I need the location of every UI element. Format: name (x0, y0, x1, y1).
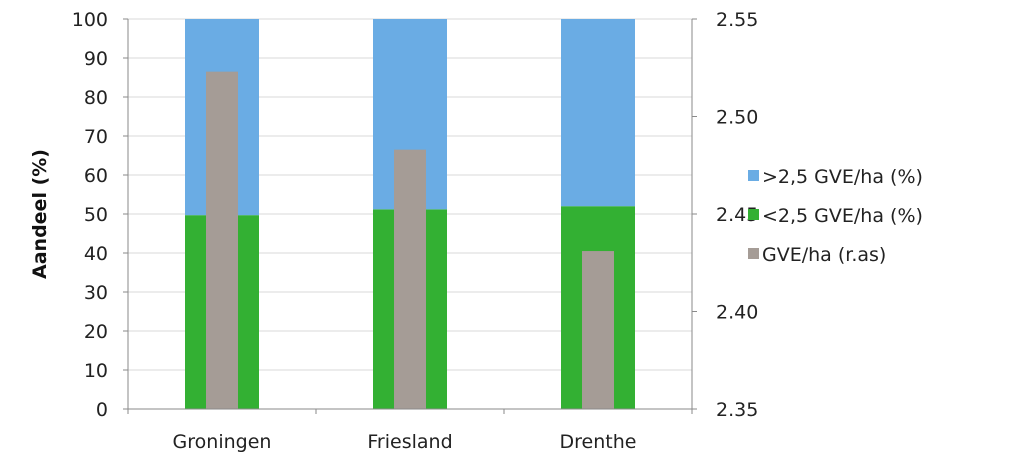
legend: >2,5 GVE/ha (%) <2,5 GVE/ha (%) GVE/ha (r.… (748, 166, 923, 266)
bar-gve-ha-groningen (206, 71, 238, 410)
x-tick-label: Groningen (173, 431, 272, 453)
legend-swatch (748, 170, 759, 181)
left-tick-label: 10 (84, 360, 108, 382)
right-tick-label: 2.55 (716, 9, 758, 31)
left-tick-label: 30 (84, 282, 108, 304)
left-tick-label: 80 (84, 87, 108, 109)
left-tick-label: 20 (84, 321, 108, 343)
legend-label: <2,5 GVE/ha (%) (762, 205, 923, 227)
left-tick-label: 60 (84, 165, 108, 187)
left-tick-label: 100 (72, 9, 108, 31)
legend-swatch (748, 248, 759, 259)
bars (185, 19, 635, 410)
left-tick-label: 90 (84, 48, 108, 70)
bar-above-2-5-drenthe (561, 19, 635, 207)
x-tick-label: Friesland (367, 431, 452, 453)
legend-label: >2,5 GVE/ha (%) (762, 166, 923, 188)
legend-label: GVE/ha (r.as) (762, 244, 886, 266)
left-tick-label: 70 (84, 126, 108, 148)
right-tick-label: 2.35 (716, 399, 758, 421)
left-tick-label: 50 (84, 204, 108, 226)
bar-gve-ha-drenthe (582, 251, 614, 409)
right-tick-label: 2.45 (716, 204, 758, 226)
left-tick-label: 0 (96, 399, 108, 421)
ticks: 0 10 20 30 40 50 60 70 80 90 100 2.35 2.40 2.45 2.50 2.… (72, 9, 759, 453)
right-tick-label: 2.50 (716, 107, 758, 129)
x-tick-label: Drenthe (560, 431, 637, 453)
legend-swatch (748, 209, 759, 220)
left-tick-label: 40 (84, 243, 108, 265)
right-tick-label: 2.40 (716, 302, 758, 324)
y-axis-label: Aandeel (%) (29, 149, 51, 279)
bar-gve-ha-friesland (394, 149, 426, 409)
